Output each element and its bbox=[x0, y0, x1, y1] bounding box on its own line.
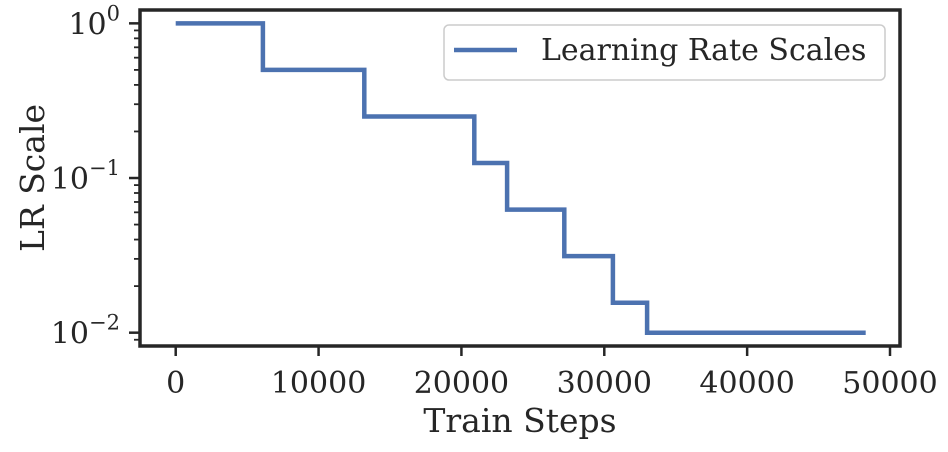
x-tick-label: 10000 bbox=[271, 366, 366, 401]
legend-box bbox=[443, 24, 886, 81]
y-axis-title: LR Scale bbox=[13, 104, 52, 252]
y-tick-label: 10−1 bbox=[51, 156, 120, 197]
legend: Learning Rate Scales bbox=[443, 24, 886, 81]
x-axis-title: Train Steps bbox=[423, 401, 616, 440]
x-tick-label: 40000 bbox=[699, 366, 794, 401]
y-tick-label: 100 bbox=[68, 1, 120, 42]
x-tick-label: 50000 bbox=[842, 366, 937, 401]
x-tick-label: 0 bbox=[166, 366, 185, 401]
y-tick-label: 10−2 bbox=[51, 311, 120, 352]
plot-frame bbox=[138, 8, 902, 348]
series-line-learning-rate-scales bbox=[175, 21, 866, 335]
y-axis-ticks: 100 10−1 10−2 bbox=[51, 1, 140, 352]
legend-label: Learning Rate Scales bbox=[541, 33, 866, 68]
series-layer bbox=[175, 21, 866, 335]
x-tick-label: 30000 bbox=[557, 366, 652, 401]
x-tick-label: 20000 bbox=[414, 366, 509, 401]
x-axis-ticks: 0 10000 20000 30000 40000 50000 bbox=[166, 346, 938, 401]
